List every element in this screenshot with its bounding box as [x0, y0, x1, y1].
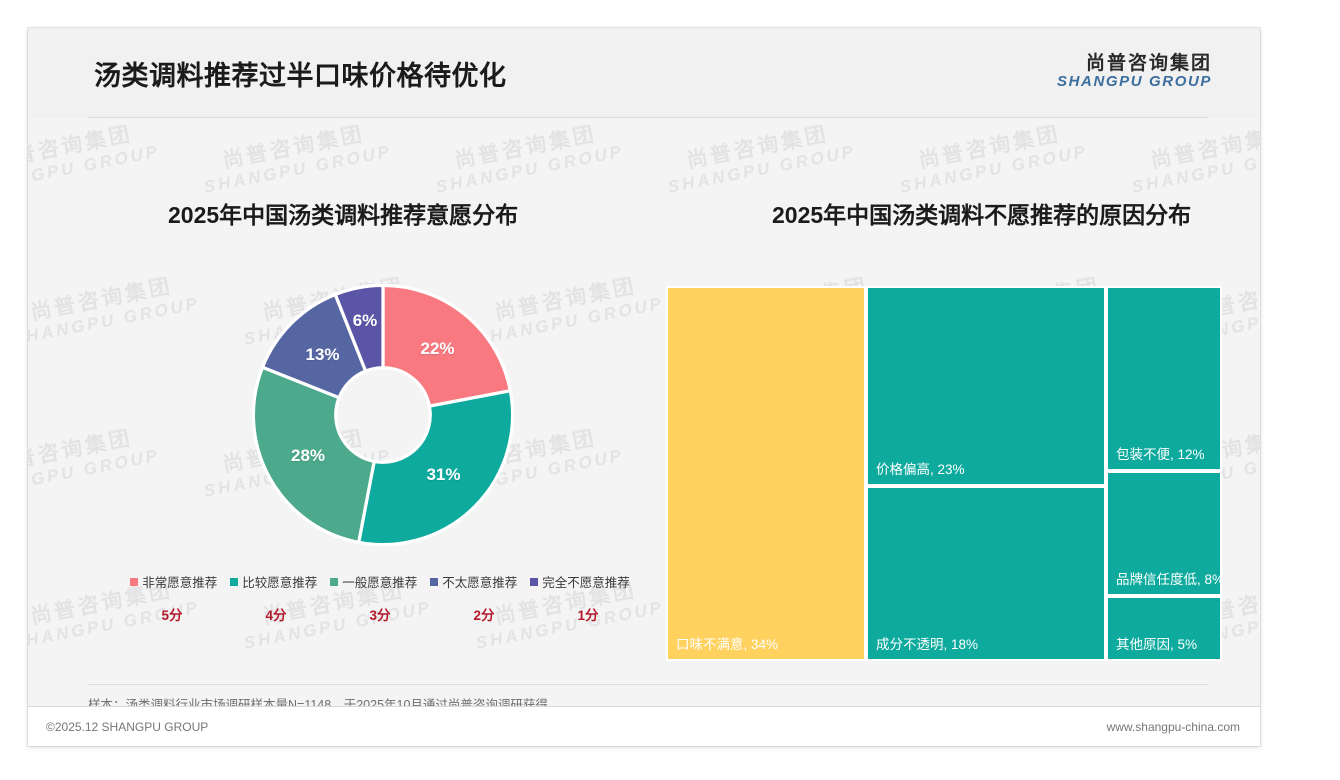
treemap-tile-label: 品牌信任度低, 8% — [1116, 572, 1222, 587]
legend-swatch-icon — [330, 577, 339, 586]
treemap-tile[interactable]: 包装不便, 12% — [1106, 286, 1222, 471]
score-label: 1分 — [577, 608, 599, 623]
donut-legend: 非常愿意推荐 比较愿意推荐 一般愿意推荐 不太愿意推荐 完全不愿意推荐 — [120, 572, 640, 591]
logo-chinese-text: 尚普咨询集团 — [1085, 53, 1212, 74]
page-title: 汤类调料推荐过半口味价格待优化 — [94, 61, 507, 91]
treemap-tile-label: 成分不透明, 18% — [876, 637, 979, 652]
donut-slice[interactable] — [251, 365, 377, 545]
right-chart-title: 2025年中国汤类调料不愿推荐的原因分布 — [772, 202, 1192, 228]
legend-swatch-icon — [230, 577, 239, 586]
legend-item[interactable]: 不太愿意推荐 — [430, 572, 517, 591]
treemap-tile[interactable]: 成分不透明, 18% — [866, 486, 1106, 661]
legend-label: 比较愿意推荐 — [242, 576, 318, 590]
legend-swatch-icon — [130, 577, 139, 586]
copyright-text: ©2025.12 SHANGPU GROUP — [46, 720, 209, 734]
legend-label: 完全不愿意推荐 — [542, 576, 630, 590]
donut-chart-panel: 22% 31% 28% 13% 6% 非常愿意推荐 比较愿意推荐 一般愿意推荐 不太愿意推荐 完… — [120, 280, 640, 625]
logo-english-text: SHANGPU GROUP — [1057, 72, 1212, 90]
score-label: 3分 — [369, 608, 391, 623]
treemap-chart: 口味不满意, 34% 价格偏高, 23% 成分不透明, 18% 包装不便, 12% 品牌… — [666, 286, 1222, 661]
legend-swatch-icon — [430, 577, 439, 586]
donut-slice[interactable] — [260, 292, 368, 400]
donut-slice[interactable] — [356, 388, 515, 547]
donut-slice-label: 13% — [305, 344, 340, 364]
legend-item[interactable]: 完全不愿意推荐 — [530, 572, 630, 591]
legend-item[interactable]: 一般愿意推荐 — [330, 572, 417, 591]
donut-slice-label: 31% — [426, 465, 461, 485]
score-label: 5分 — [161, 608, 183, 623]
donut-slice-label: 22% — [420, 339, 455, 359]
score-label: 2分 — [473, 608, 495, 623]
legend-label: 不太愿意推荐 — [442, 576, 518, 590]
donut-chart — [251, 283, 515, 547]
treemap-tile[interactable]: 其他原因, 5% — [1106, 596, 1222, 661]
legend-item[interactable]: 比较愿意推荐 — [230, 572, 317, 591]
slide-canvas: 尚普咨询集团 SHANGPU GROUP 尚普咨询集团 SHANGPU GROUP 尚普… — [28, 28, 1260, 746]
legend-item[interactable]: 非常愿意推荐 — [130, 572, 217, 591]
slide-footer: ©2025.12 SHANGPU GROUP www.shangpu-china… — [28, 706, 1260, 746]
brand-logo: 尚普咨询集团 SHANGPU GROUP — [1057, 54, 1212, 90]
donut-slice[interactable] — [333, 283, 385, 374]
legend-swatch-icon — [530, 577, 539, 586]
donut-slice-label: 6% — [352, 310, 378, 330]
legend-label: 非常愿意推荐 — [142, 576, 218, 590]
treemap-tile-label: 价格偏高, 23% — [876, 462, 965, 477]
treemap-tile[interactable]: 口味不满意, 34% — [666, 286, 866, 661]
treemap-tile-label: 其他原因, 5% — [1116, 637, 1198, 652]
left-chart-title: 2025年中国汤类调料推荐意愿分布 — [168, 202, 519, 228]
treemap-tile-label: 口味不满意, 34% — [676, 637, 779, 652]
slide-header: 汤类调料推荐过半口味价格待优化 尚普咨询集团 SHANGPU GROUP — [28, 28, 1260, 118]
treemap-tile[interactable]: 品牌信任度低, 8% — [1106, 471, 1222, 596]
treemap-tile[interactable]: 价格偏高, 23% — [866, 286, 1106, 486]
score-label: 4分 — [265, 608, 287, 623]
slide-content: 2025年中国汤类调料推荐意愿分布 22% 31% 28% 13% 6% 非常愿意推荐 比… — [28, 118, 1260, 678]
donut-slice[interactable] — [381, 283, 513, 409]
donut-slice-label: 28% — [291, 446, 326, 466]
treemap-tile-label: 包装不便, 12% — [1116, 447, 1205, 462]
score-axis: 5分 4分 3分 2分 1分 — [120, 604, 640, 624]
header-divider — [88, 117, 1208, 118]
legend-label: 一般愿意推荐 — [342, 576, 418, 590]
website-url[interactable]: www.shangpu-china.com — [1106, 720, 1240, 734]
